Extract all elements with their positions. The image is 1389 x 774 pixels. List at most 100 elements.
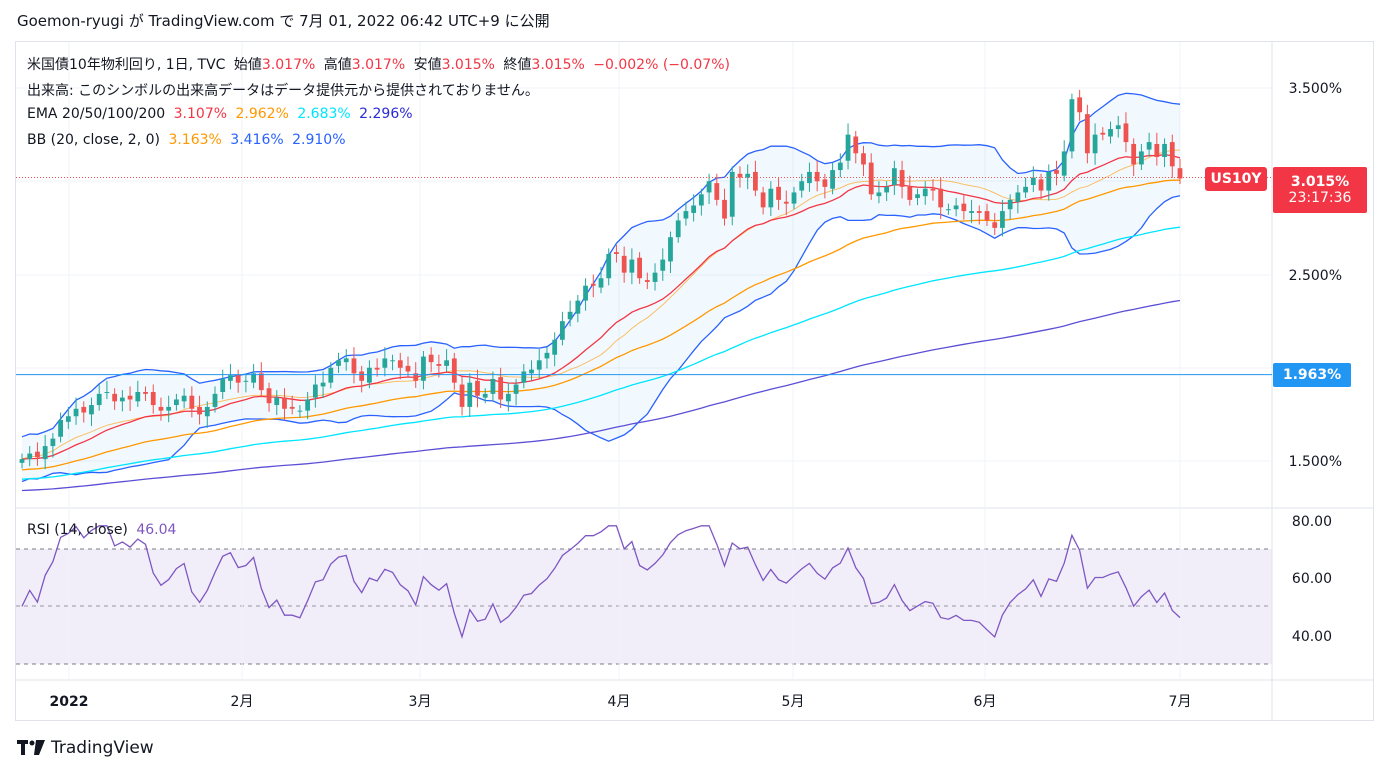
- footer[interactable]: TradingView: [17, 738, 154, 758]
- candle-body: [189, 395, 195, 409]
- volume-note: 出来高: このシンボルの出来高データはデータ提供元から提供されておりません。: [27, 83, 539, 99]
- candle-body: [1115, 125, 1121, 130]
- candle-body: [1169, 142, 1175, 167]
- candle-body: [181, 395, 187, 402]
- candle-body: [1000, 211, 1005, 228]
- candle-body: [536, 360, 542, 370]
- candle-body: [722, 199, 727, 219]
- candle-body: [166, 406, 172, 411]
- candle-body: [390, 360, 395, 362]
- candle-body: [1100, 132, 1106, 135]
- candle-body: [1054, 170, 1059, 174]
- candle-body: [127, 395, 133, 400]
- candle-body: [837, 162, 843, 171]
- candle-body: [606, 253, 612, 279]
- candle-body: [552, 339, 558, 355]
- price-axis[interactable]: 3.500% 2.500% 1.500%: [1289, 81, 1342, 470]
- candle-body: [367, 367, 372, 383]
- candle-body: [1069, 99, 1075, 152]
- high-value: 3.017%: [351, 57, 406, 73]
- rsi-polyline: [21, 525, 1181, 640]
- rsi-axis[interactable]: 80.00 60.00 40.00: [1292, 514, 1332, 645]
- candle-body: [428, 354, 434, 363]
- candle-body: [336, 360, 341, 366]
- rsi-tick: 60.00: [1292, 571, 1332, 587]
- ema-label: EMA 20/50/100/200: [27, 106, 166, 122]
- candle-body: [868, 162, 874, 195]
- candle-body: [297, 410, 303, 412]
- candle-body: [660, 259, 666, 271]
- candle-body: [50, 438, 56, 447]
- candle-body: [343, 358, 349, 363]
- candle-body: [583, 285, 588, 301]
- chart-frame[interactable]: [15, 41, 1374, 721]
- candle-body: [1162, 143, 1167, 158]
- candle-body: [529, 369, 534, 374]
- candle-body: [65, 416, 71, 422]
- candle-body: [1139, 151, 1144, 165]
- candle-body: [729, 171, 735, 217]
- candle-body: [112, 393, 118, 402]
- candle-body: [590, 283, 596, 286]
- ema100-line: [21, 226, 1181, 480]
- candle-body: [637, 257, 642, 279]
- last-price-tag: 3.015% 23:17:36: [1273, 167, 1367, 213]
- time-label: 4月: [608, 694, 631, 710]
- rsi-label: RSI (14, close): [27, 522, 128, 538]
- candle-body: [498, 377, 504, 400]
- candle-body: [305, 399, 311, 411]
- candle-body: [691, 205, 697, 213]
- candle-body: [1092, 134, 1098, 154]
- candle-body: [814, 171, 820, 182]
- candle-body: [560, 321, 565, 340]
- candle-body: [1061, 151, 1067, 176]
- candle-body: [119, 397, 125, 402]
- ema200-value: 2.296%: [359, 106, 413, 122]
- candle-body: [830, 170, 835, 189]
- candle-body: [745, 173, 751, 178]
- candle-body: [266, 388, 272, 404]
- candle-body: [1007, 199, 1013, 210]
- candle-body: [444, 360, 449, 366]
- bb-lower-line: [21, 195, 1181, 483]
- ema-legend[interactable]: EMA 20/50/100/200 3.107% 2.962% 2.683% 2…: [27, 106, 417, 122]
- candle-body: [35, 451, 40, 458]
- price-tick: 1.500%: [1289, 454, 1342, 470]
- grid: [16, 42, 1272, 679]
- candle-body: [89, 405, 94, 415]
- time-label: 3月: [409, 694, 432, 710]
- candle-body: [475, 380, 480, 396]
- candle-body: [505, 393, 511, 402]
- symbol-tag[interactable]: US10Y: [1205, 167, 1267, 191]
- candle-body: [791, 192, 797, 204]
- ohlc-legend[interactable]: 米国債10年物利回り, 1日, TVC 始値3.017% 高値3.017% 安値…: [27, 54, 734, 74]
- candle-body: [467, 382, 473, 407]
- candle-body: [397, 360, 403, 368]
- candle-body: [521, 371, 527, 383]
- candle-body: [359, 371, 365, 381]
- time-axis[interactable]: 2022 2月 3月 4月 5月 6月 7月: [50, 694, 1192, 710]
- high-label: 高値: [323, 57, 352, 73]
- candle-body: [135, 391, 141, 402]
- candle-body: [760, 192, 766, 208]
- candle-body: [382, 358, 388, 368]
- last-price: 3.015%: [1290, 174, 1350, 190]
- candle-body: [1038, 179, 1044, 191]
- candle-body: [1177, 168, 1183, 179]
- candle-body: [312, 384, 318, 398]
- candle-body: [174, 399, 179, 406]
- candle-body: [861, 153, 866, 165]
- bb-legend[interactable]: BB (20, close, 2, 0) 3.163% 3.416% 2.910…: [27, 132, 350, 148]
- candle-body: [753, 171, 758, 191]
- candle-body: [235, 375, 241, 383]
- time-label: 2月: [231, 694, 254, 710]
- hline-price-tag[interactable]: 1.963%: [1273, 363, 1351, 387]
- rsi-legend[interactable]: RSI (14, close) 46.04: [27, 522, 180, 538]
- candle-body: [1146, 142, 1152, 150]
- candle-body: [1108, 129, 1113, 137]
- candle-body: [482, 393, 488, 398]
- candle-body: [853, 136, 859, 154]
- close-label: 終値: [503, 57, 532, 73]
- close-value: 3.015%: [531, 57, 585, 73]
